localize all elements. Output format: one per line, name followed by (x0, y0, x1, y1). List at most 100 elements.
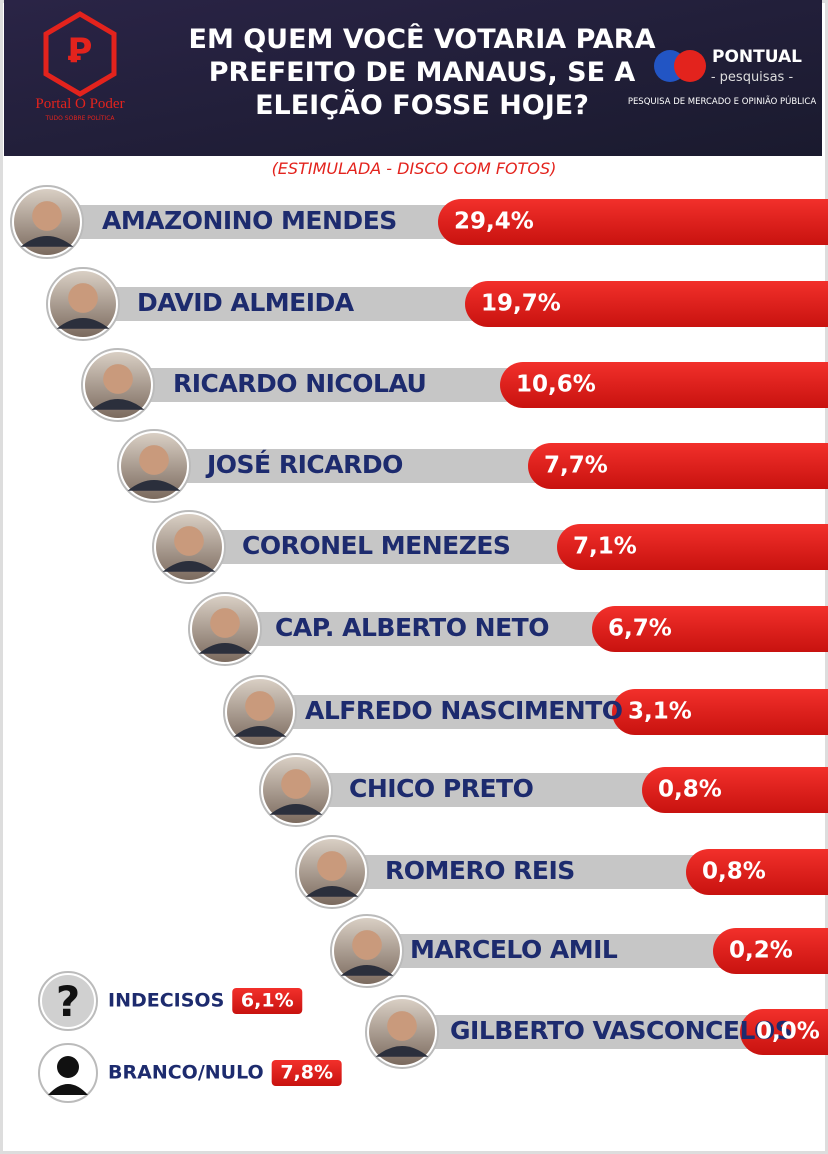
logo-mark: Ꝑ (68, 31, 93, 71)
name-band (154, 449, 548, 483)
name-band (332, 855, 706, 889)
candidate-name: MARCELO AMIL (410, 935, 618, 964)
candidate-row: JOSÉ RICARDO 7,7% (117, 429, 828, 503)
other-result: 6,1% (241, 990, 294, 1012)
result-pill (465, 281, 828, 327)
photo-head (281, 769, 311, 799)
candidate-row: CHICO PRETO 0,8% (259, 753, 828, 827)
candidate-result: 0,8% (658, 777, 722, 803)
candidate-name: ALFREDO NASCIMENTO (305, 696, 623, 725)
photo-body (198, 643, 252, 654)
result-pill (713, 928, 828, 974)
other-pill (271, 1060, 342, 1086)
name-band (296, 773, 662, 807)
candidate-name: RICARDO NICOLAU (173, 369, 426, 398)
candidate-name: DAVID ALMEIDA (137, 288, 355, 317)
photo-body (305, 886, 359, 897)
silhouette-body (48, 1084, 88, 1095)
question-icon: ? (56, 977, 80, 1026)
photo-head (68, 283, 98, 313)
photo-head (174, 526, 204, 556)
candidate-name: CHICO PRETO (349, 774, 533, 803)
candidate-result: 0,2% (729, 938, 793, 964)
icon (42, 975, 94, 1027)
candidate-row: RICARDO NICOLAU 10,6% (81, 348, 828, 422)
candidate-name: ROMERO REIS (385, 856, 575, 885)
photo-head (32, 201, 62, 231)
name-band (225, 612, 612, 646)
name-band (402, 1015, 760, 1049)
candidate-name: AMAZONINO MENDES (102, 206, 397, 235)
candidate-result: 6,7% (608, 616, 672, 642)
candidate-row: CORONEL MENEZES 7,1% (152, 510, 828, 584)
candidate-result: 19,7% (481, 291, 561, 317)
result-pill (686, 849, 828, 895)
candidate-result: 29,4% (454, 209, 534, 235)
title-line: ELEIÇÃO FOSSE HOJE? (255, 89, 589, 121)
candidate-result: 0,8% (702, 859, 766, 885)
left-logo: Ꝑ Portal O Poder TUDO SOBRE POLÍTICA (35, 11, 125, 122)
photo-body (127, 480, 181, 491)
result-pill (557, 524, 828, 570)
result-pill (438, 199, 828, 245)
name-band (118, 368, 520, 402)
name-band (47, 205, 458, 239)
other-name: INDECISOS (108, 990, 224, 1012)
candidate-result: 0,0% (756, 1019, 820, 1045)
name-band (367, 934, 733, 968)
candidate-name: JOSÉ RICARDO (205, 450, 403, 479)
candidate-row: MARCELO AMIL 0,2% (330, 914, 828, 988)
candidate-row: DAVID ALMEIDA 19,7% (46, 267, 828, 341)
photo-body (56, 318, 110, 329)
photo-head (317, 851, 347, 881)
result-pill (642, 767, 828, 813)
result-pill (528, 443, 828, 489)
photo-body (20, 236, 74, 247)
photo-head (103, 364, 133, 394)
subtitle: (ESTIMULADA - DISCO COM FOTOS) (272, 159, 557, 178)
candidate-name: CORONEL MENEZES (242, 531, 510, 560)
photo-head (245, 691, 275, 721)
logo-tagline: PESQUISA DE MERCADO E OPINIÃO PÚBLICA (628, 95, 817, 107)
other-result: 7,8% (280, 1062, 333, 1084)
logo-name: PONTUAL (712, 47, 802, 67)
result-pill (592, 606, 828, 652)
name-band (83, 287, 485, 321)
candidate-result: 7,7% (544, 453, 608, 479)
candidate-row: AMAZONINO MENDES 29,4% (10, 185, 828, 259)
silhouette-head (57, 1056, 79, 1078)
right-logo: PONTUAL - pesquisas - PESQUISA DE MERCAD… (628, 47, 817, 107)
photo-body (375, 1046, 429, 1057)
candidate-row: CAP. ALBERTO NETO 6,7% (188, 592, 828, 666)
other-name: BRANCO/NULO (108, 1062, 264, 1084)
photo-body (162, 561, 216, 572)
photo-head (210, 608, 240, 638)
other-row: ? INDECISOS 6,1% (38, 971, 303, 1031)
result-pill (500, 362, 828, 408)
photo-body (91, 399, 145, 410)
logo-tagline: TUDO SOBRE POLÍTICA (44, 115, 115, 122)
other-row: BRANCO/NULO 7,8% (38, 1043, 342, 1103)
photo-head (352, 930, 382, 960)
result-pill (612, 689, 828, 735)
candidate-result: 10,6% (516, 372, 596, 398)
logo-sub: - pesquisas - (711, 70, 794, 85)
title-line: PREFEITO DE MANAUS, SE A (209, 57, 636, 88)
photo-body (269, 804, 323, 815)
title-line: EM QUEM VOCÊ VOTARIA PARA (189, 23, 656, 55)
photo-body (340, 965, 394, 976)
candidate-result: 7,1% (573, 534, 637, 560)
candidate-row: ROMERO REIS 0,8% (295, 835, 828, 909)
photo-head (387, 1011, 417, 1041)
name-band (260, 695, 632, 729)
result-pill (740, 1009, 828, 1055)
candidate-name: GILBERTO VASCONCELOS (450, 1016, 792, 1045)
photo-head (139, 445, 169, 475)
photo-body (233, 726, 287, 737)
candidate-result: 3,1% (628, 699, 692, 725)
other-pill (232, 988, 303, 1014)
